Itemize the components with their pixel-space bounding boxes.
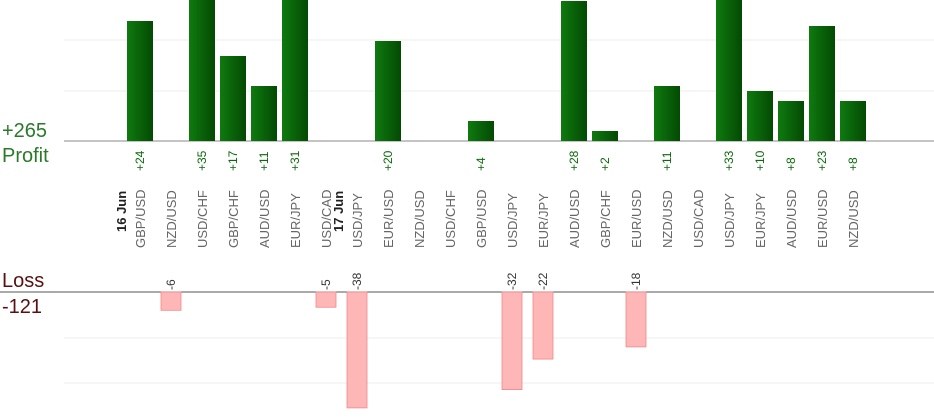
profit-bar <box>282 0 308 141</box>
category-label: EUR/JPY <box>536 193 551 248</box>
profit-bars: +24 +35 +17 +11 +31 +20 +4 +28 +2 +11 +33 +10 +8 +23 +… <box>127 0 866 171</box>
profit-bar <box>778 101 804 141</box>
profit-value-label: +8 <box>784 157 798 171</box>
loss-value-label: -22 <box>536 272 550 290</box>
profit-total: +265 <box>2 120 48 142</box>
category-label: USD/CAD <box>691 189 706 248</box>
profit-value-label: +2 <box>598 157 612 171</box>
profit-value-label: +17 <box>226 150 240 171</box>
category-label: NZD/USD <box>846 190 861 248</box>
loss-total: -121 <box>2 296 43 318</box>
category-label: EUR/USD <box>381 189 396 248</box>
profit-bar <box>468 121 494 141</box>
category-label: GBP/CHF <box>598 190 613 248</box>
category-label: USD/CHF <box>195 190 210 248</box>
profit-bar <box>654 86 680 141</box>
profit-value-label: +31 <box>288 150 302 171</box>
loss-value-label: -18 <box>629 272 643 290</box>
category-label: USD/JPY <box>505 193 520 248</box>
loss-value-label: -38 <box>350 272 364 290</box>
profit-bar <box>561 1 587 141</box>
profit-value-label: +33 <box>722 150 736 171</box>
loss-bar <box>625 291 647 348</box>
category-label: EUR/JPY <box>288 193 303 248</box>
profit-bar <box>716 0 742 141</box>
profit-value-label: +35 <box>195 150 209 171</box>
loss-bar <box>346 291 368 409</box>
category-label: EUR/USD <box>815 189 830 248</box>
loss-bar <box>532 291 554 360</box>
profit-value-label: +23 <box>815 150 829 171</box>
profit-value-label: +4 <box>474 157 488 171</box>
category-label: GBP/USD <box>133 189 148 248</box>
category-label: EUR/JPY <box>753 193 768 248</box>
profit-value-label: +8 <box>846 157 860 171</box>
loss-bars: -6 -5 -38 -32 -22 -18 <box>160 272 647 409</box>
profit-value-label: +11 <box>660 151 674 171</box>
category-label: USD/CHF <box>443 190 458 248</box>
loss-value-label: -6 <box>164 279 178 290</box>
loss-bar <box>501 291 523 390</box>
profit-bar <box>220 56 246 141</box>
category-labels: GBP/USD NZD/USD USD/CHF GBP/CHF AUD/USD EUR/J… <box>114 189 861 248</box>
loss-bar <box>315 291 337 308</box>
category-label: GBP/CHF <box>226 190 241 248</box>
profit-value-label: +28 <box>567 150 581 171</box>
profit-bar <box>127 21 153 141</box>
category-label: AUD/USD <box>257 189 272 248</box>
profit-value-label: +11 <box>257 151 271 171</box>
profit-label: Profit <box>2 145 49 167</box>
loss-value-label: -5 <box>319 279 333 290</box>
profit-bar <box>375 41 401 141</box>
profit-bar <box>592 131 618 141</box>
category-label: USD/CAD <box>319 189 334 248</box>
category-label: USD/JPY <box>722 193 737 248</box>
profit-value-label: +10 <box>753 150 767 171</box>
profit-value-label: +20 <box>381 150 395 171</box>
category-label: NZD/USD <box>412 190 427 248</box>
profit-bar <box>840 101 866 141</box>
loss-bar <box>160 291 182 311</box>
category-label: AUD/USD <box>784 189 799 248</box>
category-label: USD/JPY <box>350 193 365 248</box>
profit-bar <box>747 91 773 141</box>
loss-label: Loss <box>2 270 45 292</box>
category-label: NZD/USD <box>164 190 179 248</box>
loss-value-label: -32 <box>505 272 519 290</box>
category-label: AUD/USD <box>567 189 582 248</box>
category-label: NZD/USD <box>660 190 675 248</box>
profit-bar <box>251 86 277 141</box>
category-label: EUR/USD <box>629 189 644 248</box>
profit-value-label: +24 <box>133 150 147 171</box>
day-label: 16 Jun <box>114 191 129 232</box>
profit-bar <box>809 26 835 141</box>
profit-bar <box>189 0 215 141</box>
category-label: GBP/USD <box>474 189 489 248</box>
day-label: 17 Jun <box>331 191 346 232</box>
